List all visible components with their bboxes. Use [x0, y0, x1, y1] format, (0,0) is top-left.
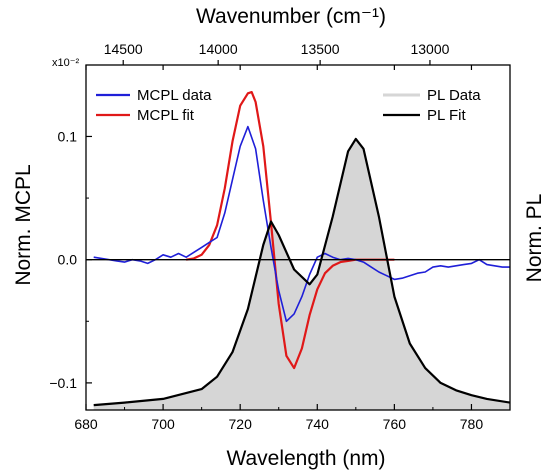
legend-right-label: PL Data [427, 87, 481, 104]
y-tick-label: −0.1 [49, 375, 77, 391]
y-tick-label: 0.1 [58, 128, 78, 144]
plot-area [86, 91, 510, 410]
legend-left-label: MCPL data [137, 87, 212, 104]
y-multiplier-label: x10⁻² [52, 57, 80, 69]
y-tick-label: 0.0 [58, 252, 78, 268]
x2-tick-label: 13000 [410, 41, 449, 57]
x-tick-label: 780 [460, 416, 484, 432]
x-axis-title: Wavelength (nm) [226, 447, 385, 470]
x-tick-label: 680 [74, 416, 98, 432]
x2-axis-title: Wavenumber (cm⁻¹) [196, 5, 386, 28]
x-tick-label: 700 [151, 416, 175, 432]
pl-data-area [93, 138, 510, 410]
legend-left-label: MCPL fit [137, 107, 195, 124]
legend-right-label: PL Fit [427, 107, 466, 124]
x2-tick-label: 14000 [199, 41, 238, 57]
x-tick-label: 760 [383, 416, 407, 432]
legend: MCPL data MCPL fit PL Data PL Fit [96, 87, 481, 124]
x2-tick-label: 14500 [104, 41, 143, 57]
pl-fit-line [93, 137, 510, 407]
y-axis-title: Norm. MCPL [12, 164, 35, 285]
x2-tick-label: 13500 [301, 41, 340, 57]
plot-frame [85, 64, 511, 411]
x-tick-label: 720 [229, 416, 253, 432]
mcpl-data-line [93, 125, 510, 323]
axes: 680 700 720 740 760 780 14500 14000 13500 13000 −0… [49, 41, 511, 432]
x-tick-label: 740 [306, 416, 330, 432]
y2-axis-title: Norm. PL [523, 194, 545, 283]
